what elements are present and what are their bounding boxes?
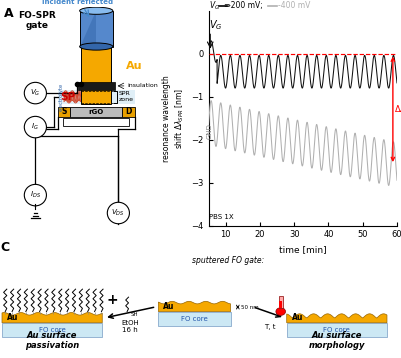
Bar — [71, 107, 122, 117]
Bar — [78, 82, 115, 90]
Text: FO core: FO core — [324, 327, 350, 333]
Circle shape — [24, 184, 47, 206]
Text: FO core: FO core — [39, 327, 65, 333]
Text: rGO: rGO — [89, 109, 104, 115]
Text: PBS 1X: PBS 1X — [209, 214, 234, 220]
Bar — [122, 107, 135, 117]
Text: A: A — [4, 7, 14, 20]
Text: Au surface
morphology: Au surface morphology — [309, 330, 365, 350]
Text: insulation: insulation — [128, 83, 158, 88]
Ellipse shape — [80, 43, 113, 50]
Circle shape — [107, 202, 130, 224]
Y-axis label: resonance wavelength
shift $\Delta\lambda_{SPR}$ [nm]: resonance wavelength shift $\Delta\lambd… — [162, 75, 186, 161]
Text: T, t: T, t — [264, 324, 275, 330]
Bar — [287, 323, 387, 337]
Bar — [57, 90, 135, 104]
Text: sputtered FO gate:: sputtered FO gate: — [192, 256, 265, 265]
Polygon shape — [80, 11, 96, 47]
Text: C: C — [1, 241, 10, 254]
Bar — [63, 118, 130, 126]
Ellipse shape — [80, 7, 113, 14]
Bar — [2, 323, 102, 337]
Text: 50 nm: 50 nm — [241, 305, 259, 310]
Text: -400 mV: -400 mV — [278, 1, 310, 10]
Text: $I_{DS}$: $I_{DS}$ — [30, 190, 41, 200]
Text: Au: Au — [7, 313, 18, 322]
Text: -200 mV;: -200 mV; — [229, 1, 263, 10]
Text: D: D — [126, 107, 132, 116]
Bar — [81, 47, 111, 104]
Text: S: S — [61, 107, 67, 116]
Text: Au surface
passivation: Au surface passivation — [25, 330, 79, 350]
Bar — [57, 107, 71, 117]
Circle shape — [24, 82, 47, 104]
Text: $V_G$  =: $V_G$ = — [209, 0, 232, 12]
Polygon shape — [158, 301, 231, 311]
X-axis label: time [min]: time [min] — [279, 245, 326, 254]
Text: SPR
zone: SPR zone — [119, 92, 134, 102]
Text: $\Delta\lambda_{SPR}$: $\Delta\lambda_{SPR}$ — [394, 103, 401, 116]
Circle shape — [24, 116, 47, 138]
Bar — [279, 296, 282, 308]
Polygon shape — [287, 314, 387, 323]
Polygon shape — [2, 313, 102, 323]
Text: GND: GND — [206, 123, 212, 139]
Text: $V_G$: $V_G$ — [30, 88, 41, 98]
Bar — [158, 311, 231, 326]
Text: $I_G$: $I_G$ — [32, 122, 39, 132]
Text: $V_{DS}$: $V_{DS}$ — [111, 208, 126, 218]
Text: Au: Au — [163, 302, 174, 311]
Text: electrolyte: electrolyte — [58, 83, 63, 111]
Text: FO-SPR
gate: FO-SPR gate — [18, 11, 56, 30]
Text: Au: Au — [292, 313, 303, 322]
Text: FO core: FO core — [181, 316, 208, 322]
Text: SH: SH — [131, 312, 138, 317]
Text: +: + — [107, 293, 118, 308]
Bar — [279, 301, 282, 308]
Bar — [80, 11, 113, 47]
Text: light
incident reflected: light incident reflected — [42, 0, 113, 5]
Circle shape — [276, 308, 286, 315]
Text: Au: Au — [126, 61, 142, 71]
Text: SP: SP — [60, 92, 75, 102]
Text: $V_G$: $V_G$ — [209, 18, 223, 32]
Text: EtOH
16 h: EtOH 16 h — [122, 320, 139, 333]
